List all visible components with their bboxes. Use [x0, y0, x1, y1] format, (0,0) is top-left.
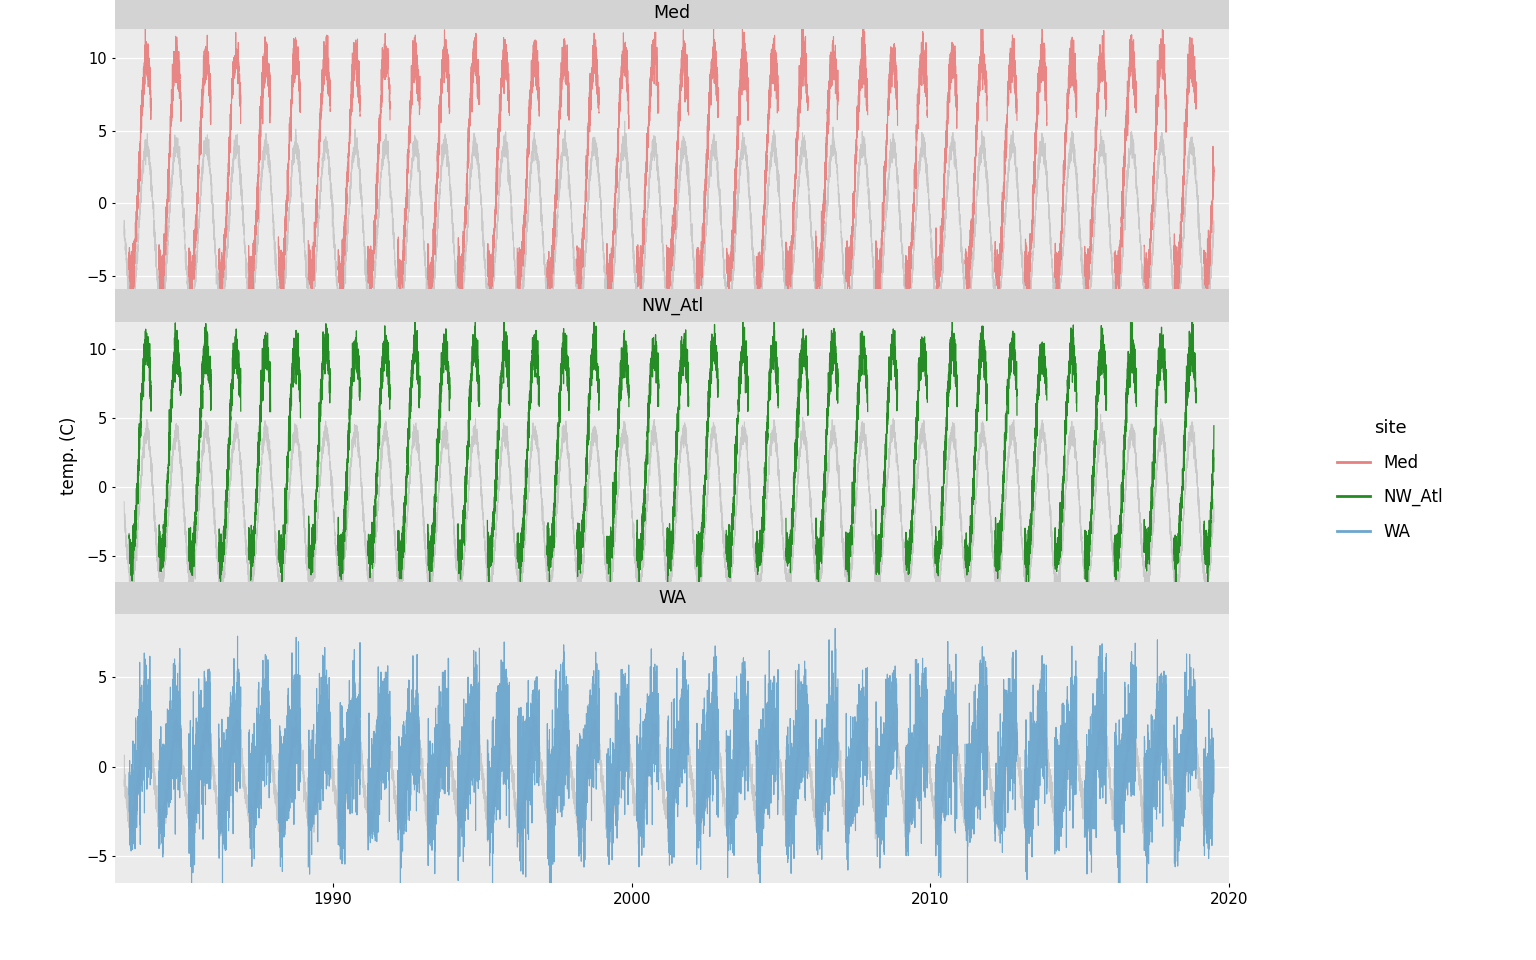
Y-axis label: temp. (C): temp. (C) [60, 417, 78, 495]
Legend: Med, NW_Atl, WA: Med, NW_Atl, WA [1324, 405, 1456, 555]
